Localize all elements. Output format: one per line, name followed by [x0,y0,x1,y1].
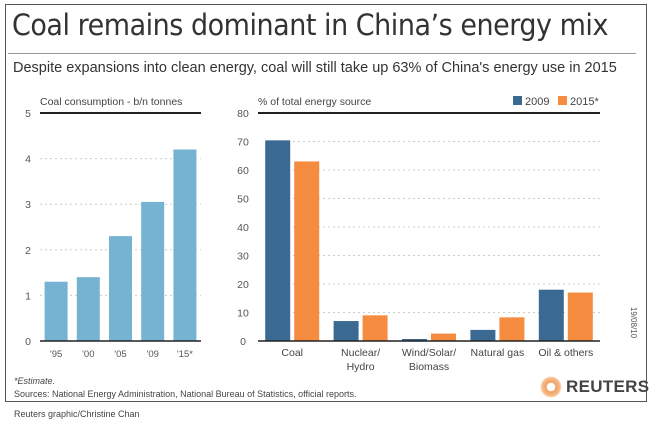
graphic-credit: Reuters graphic/Christine Chan [14,409,140,419]
left-y-tick-label: 5 [25,108,31,120]
legend-label-0: 2009 [525,96,549,108]
left-y-tick-label: 0 [25,336,31,348]
right-x-tick-label: Coal [281,347,303,359]
right-bar-2015 [431,333,456,341]
right-bar-2009 [538,289,564,341]
reuters-logo-text: REUTERS [566,377,650,396]
x-tick-line: Biomass [409,361,449,373]
x-tick-line: Hydro [347,361,375,373]
sources-note: Sources: National Energy Administration,… [14,389,357,399]
right-y-tick-label: 30 [237,251,249,263]
right-bar-2009 [333,321,359,341]
left-y-tick-label: 4 [25,154,31,166]
left-bar [173,149,197,341]
left-x-tick-label: '95 [50,349,62,360]
right-y-tick-label: 40 [237,222,249,234]
x-tick-line: Oil & others [538,347,593,359]
coal-consumption-chart: Coal consumption - b/n tonnes 0 1 2 3 4 5 '95 '0… [25,96,201,360]
reuters-logo-icon [540,376,562,398]
left-bar [109,236,132,341]
legend-label-1: 2015* [570,96,599,108]
right-x-tick-label: Oil & others [538,347,593,359]
reuters-logo: REUTERS [540,376,649,398]
right-bar-2009 [470,329,496,341]
title-divider [8,53,636,54]
x-tick-line: Nuclear/ [341,347,380,359]
right-y-tick-label: 80 [237,108,249,120]
x-tick-line: Wind/Solar/ [402,347,456,359]
x-tick-line: Natural gas [471,347,525,359]
left-bar [141,201,165,341]
left-bar [44,281,68,341]
right-y-tick-label: 70 [237,137,249,149]
right-y-tick-label: 20 [237,279,249,291]
right-bar-2009 [265,140,291,341]
right-x-tick-label: Nuclear/Hydro [341,347,380,373]
right-x-tick-label: Wind/Solar/Biomass [402,347,456,373]
left-x-tick-label: '00 [82,349,94,360]
right-chart-title: % of total energy source [258,96,371,108]
right-bar-2015 [567,292,593,341]
right-bar-2015 [499,317,525,341]
left-x-tick-label: '09 [147,349,159,360]
right-bar-2009 [402,339,427,341]
right-bar-2015 [294,161,320,341]
chart-title: Coal remains dominant in China’s energy … [12,8,608,42]
right-bar-2015 [362,315,388,341]
left-x-tick-label: '05 [114,349,126,360]
legend-swatch-0 [513,96,522,105]
left-x-tick-label: '15* [177,349,193,360]
left-y-tick-label: 2 [25,245,31,257]
estimate-footnote: *Estimate. [14,376,56,386]
chart-subtitle: Despite expansions into clean energy, co… [13,60,617,76]
energy-share-chart: % of total energy source 2009 2015* 0 10 20 30… [237,96,600,373]
right-y-tick-label: 50 [237,194,249,206]
x-tick-line: Coal [281,347,303,359]
left-bar [76,277,100,341]
left-y-tick-label: 3 [25,199,31,211]
left-chart-title: Coal consumption - b/n tonnes [40,96,182,108]
right-y-tick-label: 0 [240,336,246,348]
right-x-tick-label: Natural gas [471,347,525,359]
legend-swatch-1 [558,96,567,105]
left-y-tick-label: 1 [25,290,31,302]
right-y-tick-label: 10 [237,308,249,320]
right-y-tick-label: 60 [237,165,249,177]
date-stamp: 19/08/10 [629,306,639,339]
